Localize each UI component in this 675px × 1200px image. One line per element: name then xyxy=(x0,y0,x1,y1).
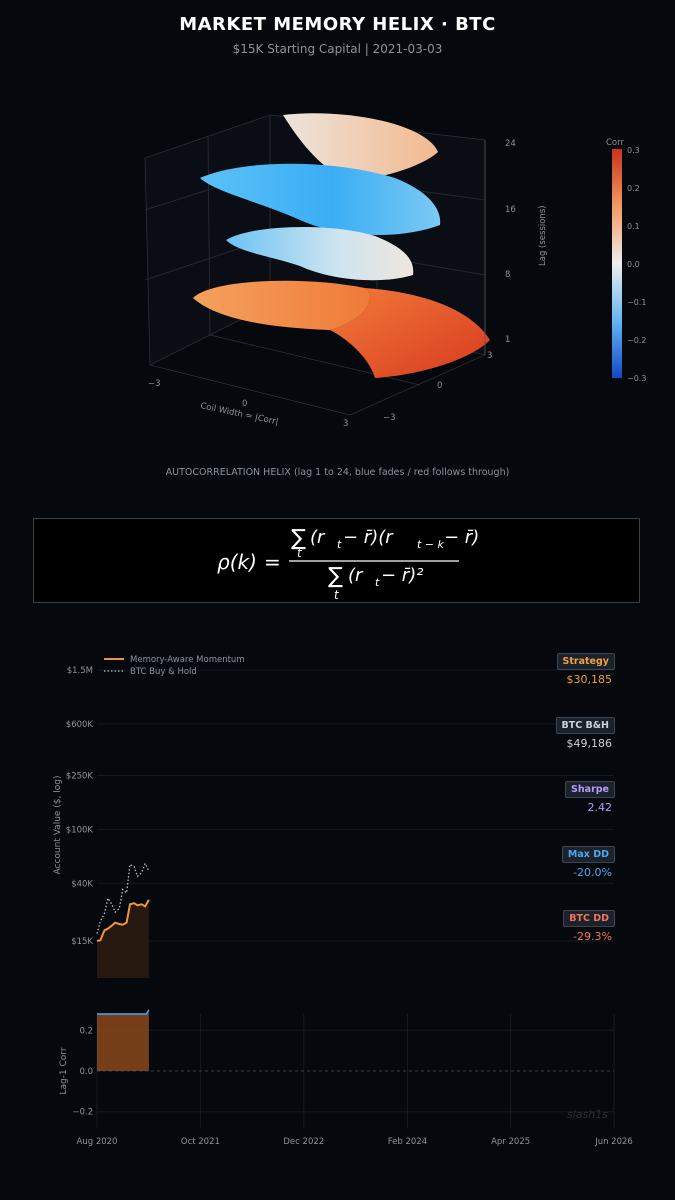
corr-grid: Aug 2020 Oct 2021 Dec 2022 Feb 2024 Apr 2025… xyxy=(72,1014,633,1147)
stat-value: $49,186 xyxy=(566,737,613,750)
denominator-part: − r̄)² xyxy=(381,565,423,586)
corr-y-label: Lag-1 Corr xyxy=(59,1047,69,1094)
helix-z-axis-label: Lag (sessions) xyxy=(538,205,548,266)
stat-badge-sharpe: Sharpe xyxy=(565,781,615,798)
helix-y-tick: −3 xyxy=(383,413,396,423)
corr-chart: Aug 2020 Oct 2021 Dec 2022 Feb 2024 Apr 2025… xyxy=(59,1009,633,1147)
corr-x-tick: Feb 2024 xyxy=(388,1137,427,1147)
numerator-sub: t − k xyxy=(417,538,445,551)
colorbar-tick: −0.3 xyxy=(627,374,646,383)
helix-x-tick: 0 xyxy=(242,399,247,409)
formula-lhs: ρ(k) xyxy=(217,550,257,574)
stat-value: 2.42 xyxy=(587,801,613,814)
equity-y-tick: $100K xyxy=(66,825,94,835)
corr-y-tick: −0.2 xyxy=(72,1108,93,1118)
corr-x-tick: Aug 2020 xyxy=(77,1137,118,1147)
helix-x-tick: −3 xyxy=(148,379,161,389)
helix-z-tick: 24 xyxy=(505,139,516,149)
helix-3d-chart: −3 0 3 Coil Width = |Corr| −3 0 3 24 16 … xyxy=(144,113,646,429)
denominator-sub: t xyxy=(375,576,380,589)
equity-chart: $15K $40K $100K $250K $600K $1.5M Account Val… xyxy=(53,655,614,978)
stat-badge-max-dd: Max DD xyxy=(561,846,615,863)
helix-z-tick: 16 xyxy=(505,205,516,215)
colorbar-tick: −0.2 xyxy=(627,336,646,345)
colorbar-tick: 0.0 xyxy=(627,260,640,269)
formula-panel: ρ(k) = ∑ t (r t − r̄)(r t − k − r̄) ∑ t … xyxy=(33,518,640,603)
corr-x-tick: Dec 2022 xyxy=(283,1137,324,1147)
colorbar-tick: −0.1 xyxy=(627,298,646,307)
equity-y-label: Account Value ($, log) xyxy=(53,776,63,875)
equity-y-tick: $250K xyxy=(66,771,94,781)
formula-eq: = xyxy=(264,550,281,574)
corr-area xyxy=(97,1009,149,1071)
page-subtitle: $15K Starting Capital | 2021-03-03 xyxy=(232,42,443,56)
denominator-part: (r xyxy=(348,565,364,586)
stat-badge-btc-dd: BTC DD xyxy=(563,910,615,927)
sum-index: t xyxy=(297,546,303,560)
strategy-line xyxy=(96,899,150,942)
equity-y-tick: $600K xyxy=(66,720,94,730)
bh-line xyxy=(96,861,150,934)
corr-x-tick: Jun 2026 xyxy=(594,1137,633,1147)
numerator-part: − r̄)(r xyxy=(343,527,394,548)
sum-symbol: ∑ xyxy=(328,564,343,589)
equity-grid xyxy=(97,669,614,942)
stat-value: $30,185 xyxy=(566,673,613,686)
colorbar-tick: 0.2 xyxy=(627,184,640,193)
colorbar-tick: 0.1 xyxy=(627,222,640,231)
helix-caption: AUTOCORRELATION HELIX (lag 1 to 24, blue… xyxy=(165,467,510,478)
helix-y-tick: 3 xyxy=(487,351,492,361)
legend-strategy-label: Memory-Aware Momentum xyxy=(130,655,245,665)
colorbar-tick: 0.3 xyxy=(627,146,640,155)
watermark: slash1s xyxy=(567,1108,608,1121)
numerator-sub: t xyxy=(337,538,342,551)
corr-line xyxy=(97,1009,150,1015)
strategy-area xyxy=(97,899,149,978)
equity-y-tick: $40K xyxy=(71,879,93,889)
corr-x-tick: Apr 2025 xyxy=(491,1137,530,1147)
numerator-part: (r xyxy=(310,527,326,548)
stat-badge-strategy: Strategy xyxy=(556,653,615,670)
colorbar-label: Corr xyxy=(606,138,624,148)
corr-y-tick: 0.0 xyxy=(79,1067,93,1077)
helix-z-tick: 8 xyxy=(505,270,510,280)
helix-x-axis-label: Coil Width = |Corr| xyxy=(199,401,279,427)
colorbar xyxy=(612,149,622,378)
legend-bh-label: BTC Buy & Hold xyxy=(130,667,197,677)
page-title: MARKET MEMORY HELIX · BTC xyxy=(179,14,496,35)
stat-value: -29.3% xyxy=(573,930,612,943)
helix-z-tick: 1 xyxy=(505,335,510,345)
equity-y-tick: $15K xyxy=(71,937,93,947)
stat-badge-btc-b-h: BTC B&H xyxy=(555,717,615,734)
helix-y-tick: 0 xyxy=(437,381,442,391)
stat-value: -20.0% xyxy=(573,866,612,879)
equity-y-ticks: $15K $40K $100K $250K $600K $1.5M xyxy=(66,666,94,947)
corr-x-tick: Oct 2021 xyxy=(181,1137,220,1147)
sum-symbol: ∑ xyxy=(291,526,306,551)
corr-y-tick: 0.2 xyxy=(79,1026,93,1036)
numerator-part: − r̄) xyxy=(444,527,479,548)
equity-y-tick: $1.5M xyxy=(67,666,93,676)
helix-x-tick: 3 xyxy=(343,419,348,429)
sum-index: t xyxy=(334,588,340,601)
